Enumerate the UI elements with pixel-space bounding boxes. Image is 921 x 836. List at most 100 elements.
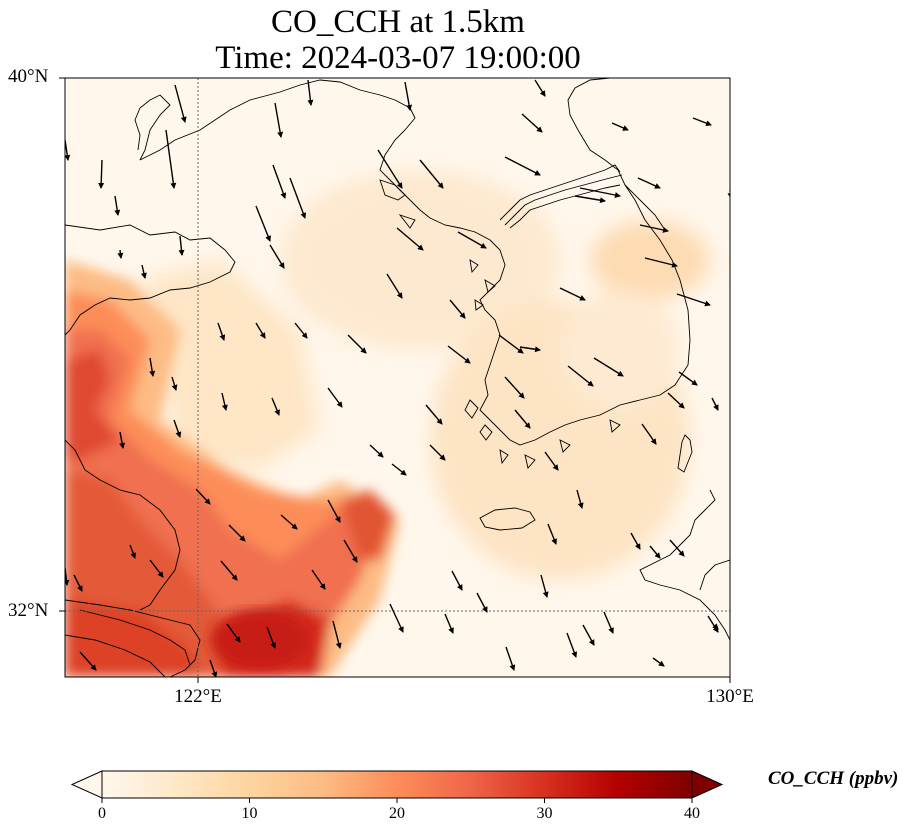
wind-arrow [425,404,443,425]
wind-arrow [311,569,326,590]
wind-arrow [504,156,541,176]
lon-label-122e: 122°E [174,686,222,707]
wind-vector-field [65,79,730,677]
wind-arrow [712,623,719,630]
wind-arrow [593,357,624,377]
wind-arrow [540,574,549,598]
wind-arrow [630,532,641,550]
wind-arrow [389,603,404,633]
wind-arrow [498,334,524,354]
wind-arrow [457,231,487,249]
colorbar-max-extend [691,770,724,799]
wind-arrow [266,626,277,649]
wind-arrow [269,244,285,269]
colorbar-tick-label: 20 [389,805,405,822]
wind-arrow [255,322,266,339]
wind-arrow [667,392,685,409]
wind-arrow [173,419,182,438]
wind-arrow [603,611,614,634]
wind-arrow [534,79,546,97]
wind-arrow [271,397,280,416]
wind-arrow [220,560,238,581]
wind-arrow [149,357,156,377]
wind-arrow [209,659,218,677]
colorbar-tick-label: 10 [241,805,258,822]
wind-arrow [521,113,543,133]
wind-arrow [140,264,147,279]
map-frame [64,77,731,678]
wind-arrow [505,646,516,671]
wind-arrow [669,539,685,557]
wind-arrow [272,164,287,199]
coastlines [65,78,730,677]
wind-arrow [332,620,342,649]
wind-arrow [369,444,384,458]
wind-arrow [652,657,665,667]
wind-arrow [98,159,105,189]
axis-ticks [59,77,731,683]
wind-arrow [504,376,525,399]
wind-arrow [641,423,657,445]
wind-arrow [294,322,308,339]
wind-arrow [692,117,712,126]
wind-arrow [114,195,121,216]
wind-arrow [307,79,314,106]
wind-arrow [449,299,466,319]
wind-arrow [579,187,621,198]
wind-arrow [228,524,246,542]
wind-arrow [174,84,187,123]
lon-label-130e: 130°E [706,686,754,707]
wind-arrow [178,235,185,256]
colorbar [70,770,724,803]
wind-arrow [711,397,719,411]
wind-arrow [544,451,559,471]
wind-arrow [637,177,661,189]
wind-arrow [476,592,488,613]
wind-arrow [274,102,284,138]
wind-arrow [429,444,446,461]
wind-arrow [117,249,124,259]
wind-arrow [343,539,358,563]
wind-arrow [404,81,413,111]
wind-arrow [289,177,307,219]
lat-label-32n: 32°N [8,600,49,621]
wind-arrow [347,334,367,354]
wind-arrow [255,205,271,242]
wind-arrow [226,623,241,643]
wind-arrow [396,227,424,251]
wind-arrow [327,387,343,408]
wind-arrow [444,613,454,634]
wind-arrow [195,488,211,505]
wind-arrow [217,322,226,341]
wind-arrow [386,273,403,299]
wind-arrow [419,159,444,189]
wind-arrow [73,574,83,592]
wind-arrow [171,376,178,391]
wind-arrow [119,431,126,449]
wind-arrow [149,559,164,578]
wind-arrow [639,224,669,233]
wind-arrow [678,371,698,386]
wind-arrow [391,463,407,476]
lat-label-40n: 40°N [8,66,49,87]
wind-arrow [377,149,403,189]
wind-arrow [514,409,531,429]
wind-arrow [576,489,584,509]
wind-arrow [129,544,137,559]
wind-arrow [676,293,711,307]
concentration-field [65,78,730,677]
colorbar-tick-label: 30 [536,805,553,822]
wind-arrow [451,570,463,591]
colorbar-tick-label: 0 [98,805,106,822]
wind-arrow [611,122,629,131]
colorbar-label: CO_CCH (ppbv) [768,768,899,789]
wind-arrow [644,257,678,268]
wind-arrow [280,514,298,530]
wind-arrow [574,195,606,204]
wind-arrow [567,365,594,387]
wind-arrow [649,545,661,559]
wind-arrow [221,392,228,411]
wind-arrow [566,632,578,658]
map-title: CO_CCH at 1.5km [271,4,525,40]
